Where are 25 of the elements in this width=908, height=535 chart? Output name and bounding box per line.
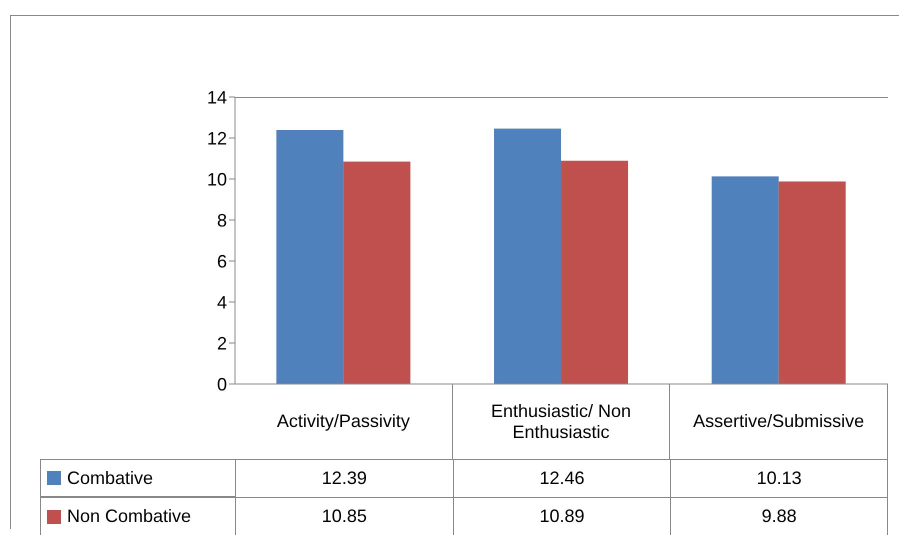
data-label: 10.85 [235, 497, 453, 535]
y-tick-label: 10 [206, 169, 227, 190]
y-tick-label: 0 [216, 374, 227, 394]
x-tick-label: Enthusiastic/ Non Enthusiastic [452, 384, 670, 459]
legend-label: Non Combative [67, 506, 192, 527]
y-tick-label: 8 [216, 210, 227, 230]
bar [712, 176, 779, 384]
data-label: 9.88 [670, 497, 888, 535]
y-tick-label: 4 [216, 292, 227, 312]
bar [778, 181, 846, 384]
bar [343, 162, 410, 384]
x-tick-label: Assertive/Submissive [670, 384, 888, 459]
y-tick-label: 2 [216, 333, 227, 354]
bar [561, 160, 628, 384]
data-label: 12.46 [452, 459, 670, 497]
y-tick-label: 14 [206, 87, 227, 108]
data-label: 12.39 [235, 459, 453, 497]
y-tick-label: 6 [216, 251, 227, 272]
x-tick-label: Activity/Passivity [235, 384, 453, 459]
data-label: 10.13 [670, 459, 888, 497]
data-label: 10.89 [452, 497, 670, 535]
bar [494, 128, 562, 384]
legend-label: Combative [67, 468, 154, 488]
bar [276, 130, 344, 384]
y-tick-label: 12 [206, 128, 227, 148]
